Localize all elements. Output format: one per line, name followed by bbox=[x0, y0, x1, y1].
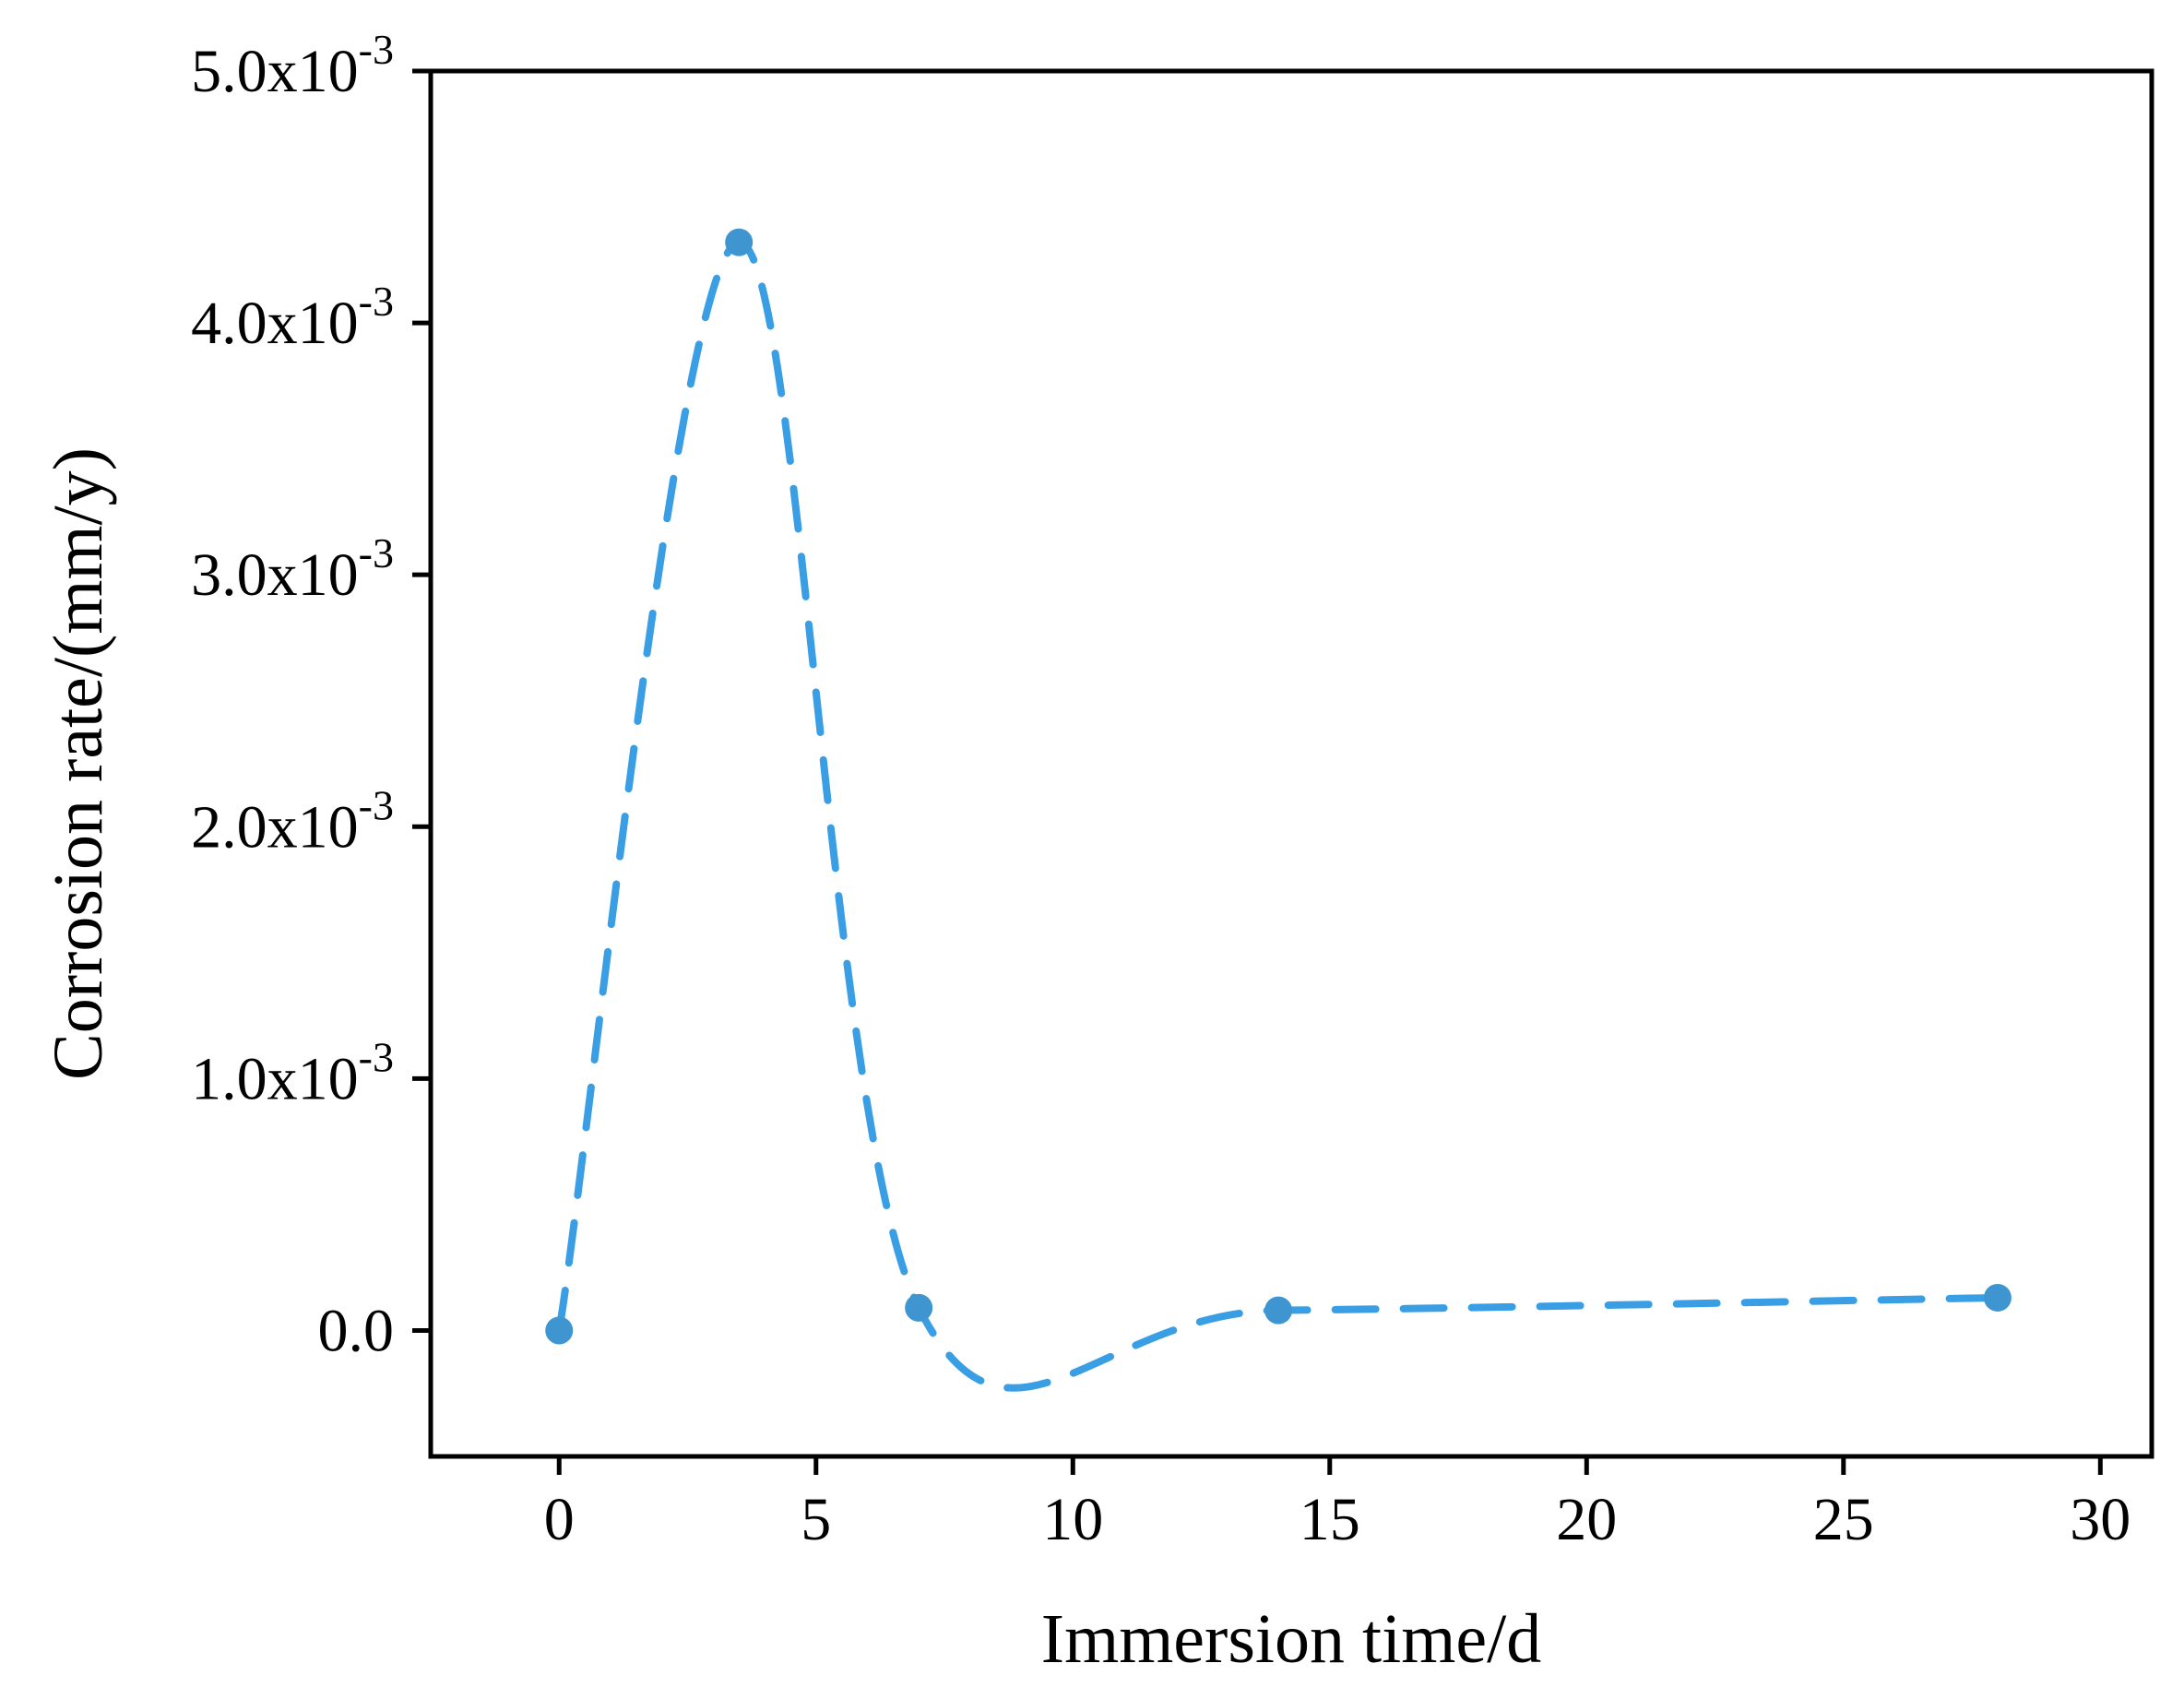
series-0-point-3 bbox=[1264, 1296, 1293, 1325]
series-0-point-2 bbox=[905, 1293, 933, 1322]
x-tick-label-20: 20 bbox=[1556, 1486, 1617, 1553]
y-axis-title: Corrosion rate/(mm/y) bbox=[40, 447, 117, 1080]
plot-frame bbox=[428, 68, 2154, 1459]
series-0-point-4 bbox=[1983, 1283, 2012, 1312]
series-0-point-1 bbox=[725, 228, 754, 256]
axes: 0 5 10 15 20 25 30 0.0 1.0x10-3 2.0x10-3 3.0x10-3 4… bbox=[191, 26, 2154, 1553]
y-tick-label-4: 4.0x10-3 bbox=[191, 278, 394, 357]
plot-area bbox=[545, 228, 2012, 1392]
x-tick-label-25: 25 bbox=[1813, 1486, 1874, 1553]
y-tick-label-1: 1.0x10-3 bbox=[191, 1033, 394, 1112]
y-tick-label-3: 3.0x10-3 bbox=[191, 529, 394, 609]
y-tick-label-5: 5.0x10-3 bbox=[191, 26, 394, 105]
y-tick-label-0: 0.0 bbox=[318, 1297, 395, 1364]
x-axis-title: Immersion time/d bbox=[1041, 1600, 1541, 1678]
x-tick-label-30: 30 bbox=[2070, 1486, 2131, 1553]
x-tick-label-15: 15 bbox=[1300, 1486, 1360, 1553]
x-tick-label-10: 10 bbox=[1042, 1486, 1103, 1553]
series-0-line bbox=[555, 238, 2001, 1392]
series-0-point-0 bbox=[545, 1316, 574, 1345]
x-tick-label-5: 5 bbox=[801, 1486, 831, 1553]
y-tick-label-2: 2.0x10-3 bbox=[191, 781, 394, 861]
x-tick-label-0: 0 bbox=[544, 1486, 575, 1553]
